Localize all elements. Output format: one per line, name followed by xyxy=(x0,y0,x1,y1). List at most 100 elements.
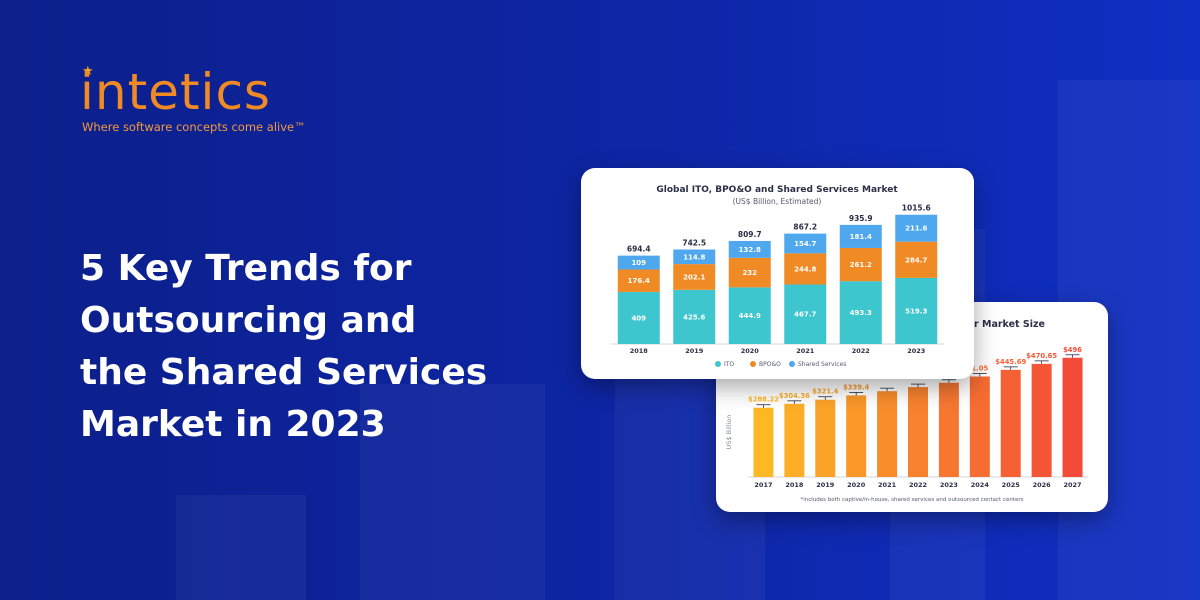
chart-legend: ITO BPO&O Shared Services xyxy=(715,361,846,368)
chart-footnote: *includes both captive/in-house, shared … xyxy=(801,497,1024,503)
x-tick-label: 2022 xyxy=(852,347,870,355)
x-tick-label: 2025 xyxy=(1002,481,1021,489)
bar-value-label: $321.4 xyxy=(812,388,838,396)
bar xyxy=(938,382,959,477)
x-tick-label: 2018 xyxy=(630,347,649,355)
segment-value-label: 176.4 xyxy=(628,277,650,285)
bar-value-label: $496 xyxy=(1063,346,1082,354)
x-tick-label: 2026 xyxy=(1033,481,1052,489)
legend-label-bpoo: BPO&O xyxy=(759,361,781,368)
bar-value-label: $304.36 xyxy=(779,392,810,400)
bar-segment-shared-services xyxy=(728,240,771,258)
bar-segment-shared-services xyxy=(617,255,660,270)
segment-value-label: 132.8 xyxy=(739,246,761,254)
bar-segment-ito xyxy=(617,291,660,344)
headline-line: Market in 2023 xyxy=(80,404,386,445)
x-tick-label: 2024 xyxy=(971,481,990,489)
bar-segment-shared-services xyxy=(784,233,827,254)
bar-segment-shared-services xyxy=(839,224,882,248)
logo-wordmark: intetics xyxy=(80,63,271,121)
background-bar xyxy=(176,495,306,600)
segment-value-label: 211.6 xyxy=(905,225,927,233)
x-tick-label: 2023 xyxy=(940,481,958,489)
chart-title-fragment: r Market Size xyxy=(974,319,1045,330)
x-tick-label: 2027 xyxy=(1063,481,1081,489)
bar-segment-bpo-o xyxy=(784,253,827,285)
x-tick-label: 2021 xyxy=(796,347,815,355)
bar-segment-shared-services xyxy=(673,249,716,265)
bar-segment-bpo-o xyxy=(673,264,716,290)
x-tick-label: 2019 xyxy=(816,481,835,489)
bar-segment-ito xyxy=(895,277,938,344)
bar xyxy=(815,399,836,477)
x-tick-label: 2019 xyxy=(685,347,704,355)
x-tick-label: 2020 xyxy=(847,481,866,489)
segment-value-label: 232 xyxy=(742,269,757,277)
segment-value-label: 519.3 xyxy=(905,307,927,315)
bar-segment-ito xyxy=(728,287,771,344)
segment-value-label: 154.7 xyxy=(794,240,816,248)
background-bar xyxy=(360,384,545,600)
bar xyxy=(1031,363,1052,477)
legend-label-shared-services: Shared Services xyxy=(798,361,846,368)
bar-value-label: 1.05 xyxy=(971,365,988,373)
segment-value-label: 467.7 xyxy=(794,311,816,319)
bar-segment-bpo-o xyxy=(895,241,938,278)
bar-value-label: $445.69 xyxy=(995,358,1026,366)
segment-value-label: 261.2 xyxy=(850,261,872,269)
bar-value-label: $339.4 xyxy=(843,383,869,391)
global-market-chart-card: Global ITO, BPO&O and Shared Services Ma… xyxy=(581,168,974,379)
bar-value-label: $288.22 xyxy=(748,396,779,404)
x-tick-label: 2017 xyxy=(754,481,772,489)
headline-line: Outsourcing and xyxy=(80,300,417,341)
segment-value-label: 114.8 xyxy=(683,253,705,261)
global-market-chart: Global ITO, BPO&O and Shared Services Ma… xyxy=(611,185,944,368)
legend-label-ito: ITO xyxy=(724,361,734,368)
bar xyxy=(753,407,774,477)
segment-value-label: 409 xyxy=(631,314,646,322)
x-tick-label: 2022 xyxy=(909,481,927,489)
legend-swatch-shared-services xyxy=(789,361,795,367)
chart-title: Global ITO, BPO&O and Shared Services Ma… xyxy=(656,185,898,195)
bar xyxy=(969,376,990,477)
bar-total-label: 935.9 xyxy=(849,214,873,223)
y-axis-label: US$ Billion xyxy=(725,415,733,450)
legend-swatch-bpoo xyxy=(750,361,756,367)
bar xyxy=(784,403,805,477)
headline-line: 5 Key Trends for xyxy=(80,248,412,289)
segment-value-label: 284.7 xyxy=(905,256,927,264)
market-size-chart: r Market Size US$ Billion $288.22 2017 $30… xyxy=(725,319,1088,503)
x-tick-label: 2018 xyxy=(785,481,804,489)
segment-value-label: 444.9 xyxy=(739,312,761,320)
bar-segment-bpo-o xyxy=(728,257,771,288)
bar-segment-bpo-o xyxy=(839,247,882,282)
legend-swatch-ito xyxy=(715,361,721,367)
bar-total-label: 809.7 xyxy=(738,230,762,239)
bar-segment-bpo-o xyxy=(617,269,660,292)
bar xyxy=(1062,357,1083,477)
segment-value-label: 244.8 xyxy=(794,265,816,273)
star-icon: ★ xyxy=(82,64,94,79)
bar-segment-shared-services xyxy=(895,214,938,242)
brand-logo: ★ intetics Where software concepts come … xyxy=(80,62,320,142)
bar-value-label: $470.65 xyxy=(1026,352,1057,360)
segment-value-label: 109 xyxy=(631,259,646,267)
bar-total-label: 742.5 xyxy=(682,239,706,248)
x-tick-label: 2020 xyxy=(741,347,760,355)
headline-line: the Shared Services xyxy=(80,352,488,393)
x-tick-label: 2023 xyxy=(907,347,925,355)
logo-tagline: Where software concepts come alive™ xyxy=(82,120,306,134)
segment-value-label: 493.3 xyxy=(850,309,872,317)
bar-total-label: 867.2 xyxy=(793,223,817,232)
chart-subtitle: (US$ Billion, Estimated) xyxy=(733,197,822,206)
bar-total-label: 1015.6 xyxy=(902,204,931,213)
bar-segment-ito xyxy=(839,281,882,344)
bar xyxy=(846,395,867,477)
bar-segment-ito xyxy=(673,289,716,344)
bar xyxy=(877,391,898,477)
segment-value-label: 181.4 xyxy=(850,233,872,241)
bar-total-label: 694.4 xyxy=(627,245,651,254)
x-tick-label: 2021 xyxy=(878,481,897,489)
bar xyxy=(1000,369,1021,477)
segment-value-label: 425.6 xyxy=(683,313,705,321)
